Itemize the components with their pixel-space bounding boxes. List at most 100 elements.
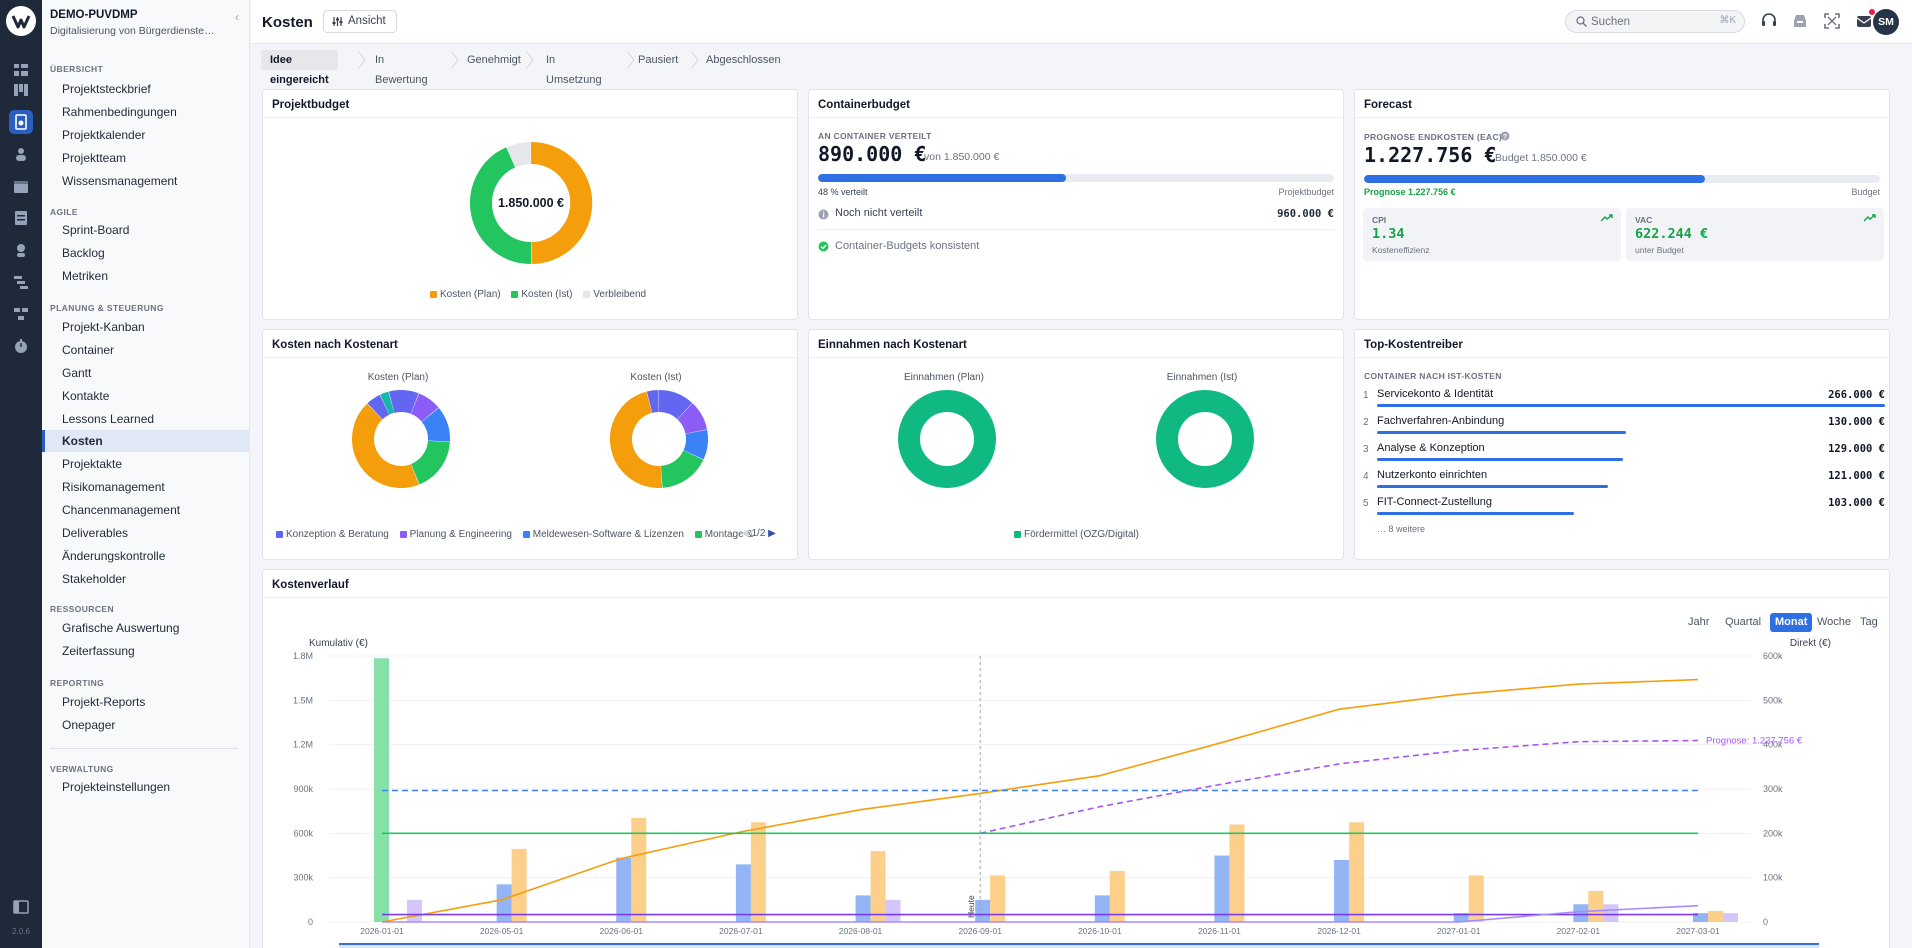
granularity-quartal[interactable]: Quartal [1725,616,1762,628]
collapse-panel-icon[interactable] [9,895,33,919]
dashboard-icon[interactable] [9,58,33,82]
stage-in-umsetzung[interactable]: In Umsetzung [546,54,602,86]
sidebar-item-wissensmanagement[interactable]: Wissensmanagement [62,174,178,188]
kostenverlauf-chart: Kumulativ (€) Direkt (€) 0 0 300k 100k 600k 2… [293,638,1831,948]
left-tick-label: 1.8M [293,651,313,661]
stage-idee-eingereicht[interactable]: Idee eingereicht [261,50,338,86]
chevron-left-icon[interactable]: ◀ [741,528,749,539]
more-drivers-link[interactable]: … 8 weitere [1377,524,1426,534]
card-title: Top-Kostentreiber [1364,339,1463,351]
stage-pausiert[interactable]: Pausiert [638,54,679,66]
headset-icon[interactable] [1760,12,1778,30]
team-icon[interactable] [9,142,33,166]
chevron-left-icon[interactable]: ‹ [235,10,239,24]
cost-bar [1453,913,1469,922]
sidebar-item-gantt[interactable]: Gantt [62,366,92,380]
unassigned-value: 960.000 € [1277,208,1334,220]
sidebar-item-grafische-auswertung[interactable]: Grafische Auswertung [62,621,180,635]
sidebar-item-onepager[interactable]: Onepager [62,718,116,732]
chevron-right-icon[interactable]: ▶ [768,528,776,539]
x-tick-label: 2026-07-01 [719,926,763,936]
sidebar-item-projektkalender[interactable]: Projektkalender [62,128,146,142]
driver-rank: 5 [1363,498,1369,509]
gantt-icon[interactable] [9,270,33,294]
driver-row[interactable]: 3 Analyse & Konzeption 129.000 € [1363,442,1885,464]
sidebar-item-risikomanagement[interactable]: Risikomanagement [62,480,165,494]
sidebar-item-aenderungskontrolle[interactable]: Änderungskontrolle [62,549,166,563]
driver-row[interactable]: 1 Servicekonto & Identität 266.000 € [1363,388,1885,410]
card-divider [1355,117,1889,118]
cost-bar [1603,904,1619,922]
kosten-ist-slice [683,429,708,460]
sidebar-item-projektakte[interactable]: Projektakte [62,457,123,471]
sidebar-item-backlog[interactable]: Backlog [62,246,105,260]
hierarchy-icon[interactable] [9,302,33,326]
document-icon[interactable] [9,206,33,230]
budget-legend: Kosten (Plan) Kosten (Ist) Verbleibend [430,289,654,300]
legend-swatch [399,531,407,538]
driver-value: 103.000 € [1828,497,1885,509]
sidebar-item-projekt-kanban[interactable]: Projekt-Kanban [62,320,145,334]
app-logo[interactable] [6,6,36,36]
project-icon[interactable] [9,110,33,134]
person-icon[interactable] [9,238,33,262]
search-box[interactable]: ⌘K [1565,10,1745,33]
driver-row[interactable]: 2 Fachverfahren-Anbindung 130.000 € [1363,415,1885,437]
stage-abgeschlossen[interactable]: Abgeschlossen [706,54,781,66]
granularity-jahr[interactable]: Jahr [1688,616,1710,628]
stage-in-bewertung[interactable]: In Bewertung [375,54,428,86]
sidebar-item-kosten[interactable]: Kosten [42,430,249,452]
cost-bar [1573,904,1589,922]
sidebar-item-projekt-reports[interactable]: Projekt-Reports [62,695,146,709]
sidebar-item-zeiterfassung[interactable]: Zeiterfassung [62,644,135,658]
container-value: 890.000 € [818,142,927,166]
sidebar-item-projektteam[interactable]: Projektteam [62,151,127,165]
view-button[interactable]: Ansicht [323,10,397,33]
granularity-tag[interactable]: Tag [1860,616,1878,628]
sidebar-item-stakeholder[interactable]: Stakeholder [62,572,127,586]
driver-row[interactable]: 5 FIT-Connect-Zustellung 103.000 € [1363,496,1885,518]
sidebar-item-sprint-board[interactable]: Sprint-Board [62,223,130,237]
right-tick-label: 200k [1763,828,1783,838]
sidebar-item-lessons-learned[interactable]: Lessons Learned [62,412,155,426]
driver-row[interactable]: 4 Nutzerkonto einrichten 121.000 € [1363,469,1885,491]
legend-label: Kosten (Plan) [440,289,501,300]
card-title: Forecast [1364,99,1412,111]
inbox-icon[interactable] [1791,12,1809,30]
driver-value: 266.000 € [1828,389,1885,401]
kosten-plan-slice [421,407,450,442]
sidebar-item-chancenmanagement[interactable]: Chancenmanagement [62,503,181,517]
card-title: Kostenverlauf [272,579,349,591]
container-of-budget: von 1.850.000 € [924,151,1000,163]
granularity-monat[interactable]: Monat [1770,613,1813,632]
sidebar-item-container[interactable]: Container [62,343,115,357]
sidebar-item-kontakte[interactable]: Kontakte [62,389,110,403]
card-divider [1355,357,1889,358]
calendar-icon[interactable] [9,174,33,198]
driver-value: 129.000 € [1828,443,1885,455]
fullscreen-icon[interactable] [1823,12,1841,30]
driver-rank: 1 [1363,390,1369,401]
view-button-label: Ansicht [348,15,386,27]
sidebar-item-projektsteckbrief[interactable]: Projektsteckbrief [62,82,151,96]
cost-bar [750,822,766,922]
help-icon[interactable]: ? [1500,131,1510,141]
notifications-icon[interactable] [1855,9,1875,30]
sidebar-item-projekteinstellungen[interactable]: Projekteinstellungen [62,780,171,794]
search-input[interactable] [1591,14,1711,30]
vac-sub: unter Budget [1635,245,1684,255]
sidebar-item-deliverables[interactable]: Deliverables [62,526,129,540]
stage-genehmigt[interactable]: Genehmigt [467,54,521,66]
container-progress-track [818,174,1334,182]
stopwatch-icon[interactable] [9,334,33,358]
divider [818,229,1334,230]
avatar[interactable]: SM [1873,9,1899,35]
left-tick-label: 0 [308,917,313,927]
board-icon[interactable] [9,78,33,102]
granularity-woche[interactable]: Woche [1817,616,1852,628]
sidebar-item-rahmenbedingungen[interactable]: Rahmenbedingungen [62,105,177,119]
project-header[interactable]: DEMO-PUVDMP Digitalisierung von Bürgerdi… [50,9,246,43]
sidebar-item-metriken[interactable]: Metriken [62,269,109,283]
cpi-label: CPI [1372,215,1387,225]
donut-ring [898,390,996,488]
